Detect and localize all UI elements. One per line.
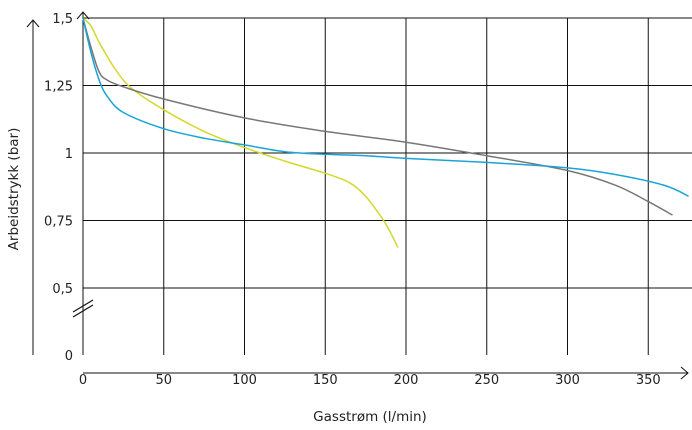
y-axis-label: Arbeidstrykk (bar)	[6, 128, 22, 251]
x-tick-label: 250	[474, 373, 499, 388]
x-tick-label: 200	[394, 373, 419, 388]
series-line-2	[82, 17, 673, 216]
y-tick-label: 1	[65, 147, 73, 162]
series-lines	[82, 17, 689, 248]
x-tick-label: 150	[313, 373, 338, 388]
y-tick-label: 0,75	[44, 215, 73, 230]
y-axis-arrow	[76, 11, 90, 20]
y-tick-label: 1,5	[52, 12, 73, 27]
axis-break-mark	[72, 304, 94, 318]
y-label-arrow-head	[26, 19, 40, 28]
x-tick-label: 300	[555, 373, 580, 388]
x-axis-arrow	[680, 366, 689, 380]
x-tick-label: 350	[636, 373, 661, 388]
series-line-3	[82, 17, 689, 197]
x-tick-label: 50	[155, 373, 172, 388]
axes	[26, 11, 689, 380]
y-tick-label: 1,25	[44, 80, 73, 95]
grid	[83, 17, 692, 355]
x-tick-label: 0	[79, 373, 87, 388]
x-tick-label: 100	[232, 373, 257, 388]
y-tick-label: 0,5	[52, 282, 73, 297]
tick-labels: 0 50 100 150 200 250 300 350 0 0,5 0,75 1 1,25 1,5	[44, 12, 661, 388]
series-line-1	[82, 17, 399, 248]
x-axis-label: Gasstrøm (l/min)	[313, 409, 427, 425]
y-tick-label: 0	[65, 349, 73, 364]
axis-break-mark	[72, 299, 94, 313]
